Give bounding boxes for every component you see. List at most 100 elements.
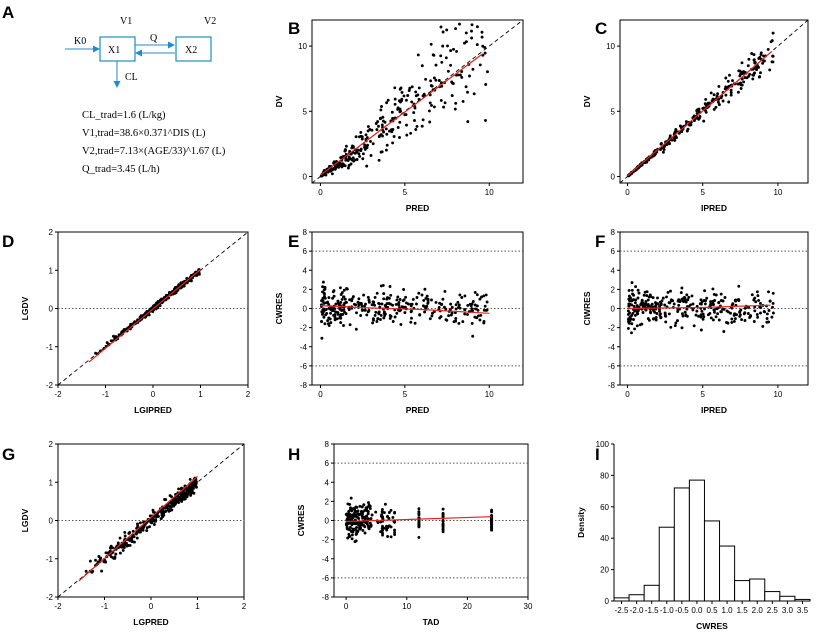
data-point: [362, 503, 366, 507]
data-point: [439, 25, 443, 29]
data-point: [413, 119, 416, 122]
data-point: [447, 314, 451, 318]
y-tick-label: -4: [322, 555, 330, 564]
data-point: [362, 524, 366, 528]
data-point: [762, 54, 765, 58]
data-point: [432, 310, 436, 314]
x-tick-label: 1: [198, 390, 203, 399]
data-point: [339, 316, 343, 320]
data-point: [635, 310, 639, 314]
data-point: [417, 507, 421, 511]
data-point: [490, 518, 494, 522]
data-point: [728, 73, 731, 77]
data-point: [403, 311, 407, 315]
data-point: [379, 318, 382, 321]
x-tick-label: 2.5: [767, 606, 779, 615]
data-point: [450, 305, 454, 309]
trend-line: [320, 305, 490, 314]
x-tick-label: 1.0: [722, 606, 734, 615]
x-tick-label: 2: [242, 602, 247, 611]
y-tick-label: -2: [322, 536, 330, 545]
data-point: [192, 491, 196, 495]
data-point: [410, 100, 414, 104]
data-point: [630, 322, 634, 326]
data-point: [473, 290, 477, 294]
data-point: [460, 296, 464, 299]
data-point: [366, 512, 370, 516]
data-point: [458, 73, 462, 77]
data-point: [361, 152, 365, 156]
panel-g-chart: G -2 -1 0 1 2 -2 -1 0 1 2 LGPRED LGDV: [2, 440, 247, 627]
data-point: [723, 87, 727, 91]
data-point: [334, 167, 337, 170]
data-point: [412, 111, 416, 115]
data-point: [716, 100, 720, 104]
data-point: [357, 523, 361, 527]
data-point: [373, 313, 377, 317]
data-point: [177, 487, 181, 491]
data-point: [391, 320, 395, 323]
x-tick-label: 0: [625, 390, 630, 399]
data-point: [395, 298, 399, 302]
data-point: [328, 169, 332, 173]
data-point: [729, 91, 733, 95]
data-point: [768, 299, 772, 303]
plot-area: [620, 20, 808, 183]
data-point: [679, 291, 683, 295]
x-axis-label: IPRED: [701, 203, 727, 213]
data-point: [460, 75, 464, 79]
y-tick-label: -4: [608, 343, 616, 352]
data-point: [432, 76, 436, 80]
data-point: [389, 535, 393, 539]
data-point: [486, 70, 489, 74]
data-point: [717, 84, 721, 88]
data-point: [667, 301, 671, 305]
data-point: [659, 312, 662, 316]
formula-cl: CL_trad=1.6 (L/kg): [82, 110, 166, 121]
data-point: [404, 295, 408, 299]
data-point: [406, 94, 410, 97]
y-tick-label: -6: [322, 574, 330, 583]
data-point: [635, 304, 639, 308]
data-point: [673, 130, 677, 134]
data-point: [339, 156, 343, 160]
data-point: [484, 83, 488, 86]
x-tick-label: 5: [700, 188, 705, 197]
data-point: [700, 309, 704, 313]
data-point: [346, 514, 350, 518]
panel-label-i: I: [595, 445, 600, 464]
data-point: [347, 155, 351, 159]
data-point: [428, 120, 432, 124]
data-point: [393, 97, 397, 101]
histogram-bar: [658, 526, 675, 602]
data-point: [359, 134, 363, 138]
data-point: [475, 43, 479, 47]
data-point: [645, 294, 649, 298]
data-point: [699, 328, 703, 332]
data-point: [320, 336, 324, 340]
data-point: [711, 301, 715, 305]
data-point: [191, 485, 194, 489]
data-point: [739, 72, 743, 76]
data-point: [345, 158, 349, 162]
data-point: [393, 531, 397, 534]
data-point: [428, 317, 432, 321]
data-point: [169, 501, 173, 505]
data-point: [151, 518, 155, 521]
histogram-bar: [779, 595, 796, 602]
data-point: [441, 519, 445, 523]
data-point: [404, 98, 408, 102]
data-point: [474, 3, 477, 6]
x-tick-label: -1.0: [660, 606, 674, 615]
data-point: [483, 45, 487, 49]
data-point: [391, 117, 395, 120]
data-point: [651, 296, 655, 300]
histogram-bar: [719, 545, 736, 602]
data-point: [366, 129, 370, 133]
q-label: Q: [150, 33, 158, 44]
data-point: [327, 306, 331, 310]
data-point: [443, 289, 447, 293]
data-point: [386, 535, 390, 538]
